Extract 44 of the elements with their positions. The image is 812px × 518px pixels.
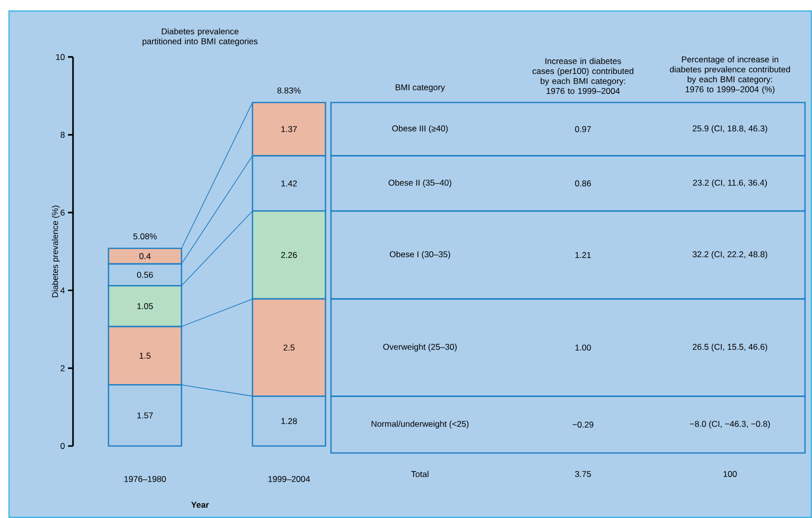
text: BMI category <box>396 84 445 92</box>
text: 3.75 <box>575 470 591 477</box>
text: Normal/underweight (<25) <box>372 420 469 429</box>
data-label: 1.5 <box>140 352 151 359</box>
y-tick-label: 4 <box>60 287 65 294</box>
x-axis-title: Year <box>191 502 209 508</box>
text: Obese II (35–40) <box>388 179 452 188</box>
text: 0.86 <box>575 180 591 186</box>
text: Obese I (30–35) <box>390 251 450 259</box>
text: 0.97 <box>575 126 591 132</box>
total-label: 5.08% <box>133 233 157 240</box>
text: 23.2 (CI, 11.6, 36.4) <box>693 179 767 188</box>
text: Obese III (≥40) <box>392 125 448 134</box>
data-label: 1.37 <box>281 126 297 132</box>
y-tick-label: 2 <box>60 365 65 372</box>
data-label: 1.42 <box>281 180 297 186</box>
data-label: 1.05 <box>137 303 153 310</box>
data-label: 1.28 <box>281 418 297 424</box>
y-tick-label: 0 <box>60 442 65 449</box>
text: 1.21 <box>575 252 591 258</box>
y-tick-label: 8 <box>60 132 65 138</box>
text: 32.2 (CI, 22.2, 48.8) <box>692 251 768 259</box>
y-tick-label: 6 <box>60 210 65 216</box>
data-label: 1.57 <box>137 412 153 418</box>
y-axis-title: Diabetes prevalence (%) <box>52 206 60 298</box>
x-tick-label: 1976–1980 <box>124 476 166 482</box>
text: Percentage of increase in diabetes prevalence contributed by each BMI category: 1976 to 1999–2004 (%) <box>670 56 790 94</box>
text: 100 <box>724 470 737 477</box>
data-label: 0.56 <box>137 272 153 278</box>
text: 26.5 (CI, 15.5, 46.6) <box>692 344 768 352</box>
text: Overweight (25–30) <box>383 344 457 352</box>
data-label: 2.26 <box>281 252 297 258</box>
text: Total <box>411 470 428 478</box>
chart-title: Diabetes prevalence partitioned into BMI categories <box>142 28 258 46</box>
text: −0.29 <box>572 422 594 428</box>
text: 25.9 (CI, 18.8, 46.3) <box>692 125 768 134</box>
text: −8.0 (CI, −46.3, −0.8) <box>690 420 770 429</box>
data-label: 2.5 <box>284 344 295 351</box>
x-tick-label: 1999–2004 <box>268 476 310 482</box>
text: 1.00 <box>575 344 591 351</box>
y-tick-label: 10 <box>56 54 65 60</box>
data-label: 0.4 <box>139 253 151 260</box>
total-label: 8.83% <box>277 87 301 94</box>
text: Increase in diabetes cases (per100) contributed by each BMI category: 1976 to 1999–2004 <box>532 58 634 94</box>
